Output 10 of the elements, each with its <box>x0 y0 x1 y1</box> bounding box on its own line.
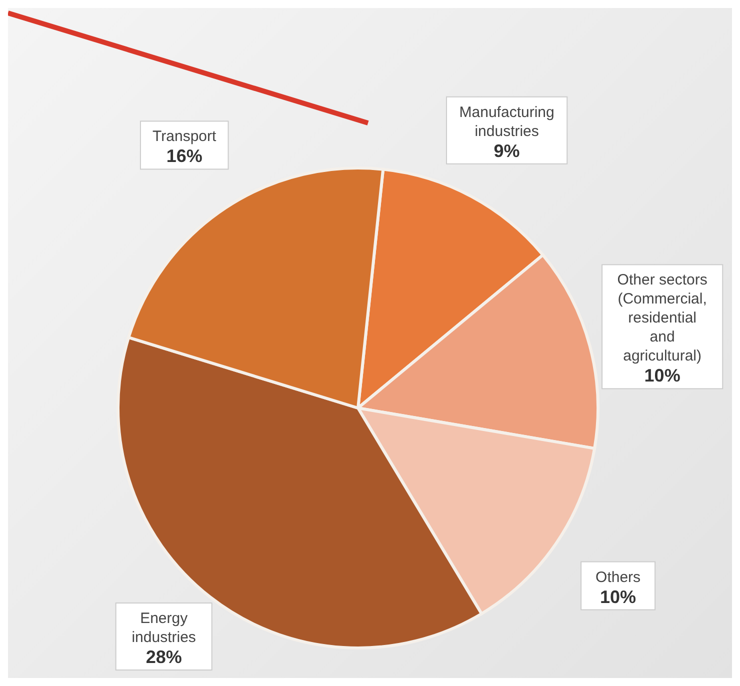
slice-label: Transport <box>152 128 218 146</box>
slice-label: Manufacturing industries <box>459 104 554 140</box>
data-label: 9% <box>494 140 520 161</box>
data-label: 28% <box>146 647 182 667</box>
slice-label: Others <box>596 568 641 586</box>
data-label: 10% <box>644 366 680 386</box>
slice-label: Energy industries <box>132 610 196 646</box>
slice-label: Other sectors (Commercial, residential and agricultural) <box>617 272 708 365</box>
data-label: 10% <box>600 586 636 607</box>
data-label: 16% <box>166 146 202 166</box>
